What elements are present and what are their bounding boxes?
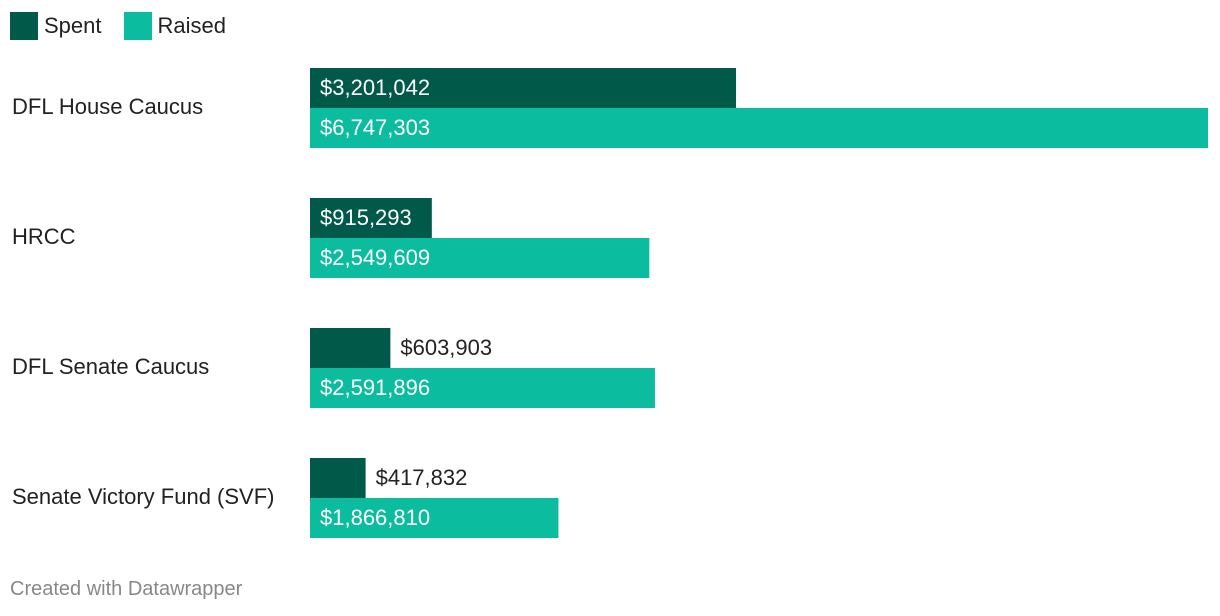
footer-credit: Created with Datawrapper [10,578,243,600]
bar-raised [310,108,1208,148]
legend-label-raised: Raised [157,13,226,38]
category-label: DFL Senate Caucus [12,354,209,379]
legend-item-raised: Raised [123,12,226,40]
bar-raised [310,368,655,408]
data-label-spent: $417,832 [376,465,468,490]
category-label: DFL House Caucus [12,94,203,119]
bar-spent [310,198,432,238]
category-label: Senate Victory Fund (SVF) [12,484,275,509]
data-label-raised: $2,549,609 [320,245,430,270]
legend: Spent Raised [10,12,248,40]
legend-item-spent: Spent [10,12,102,40]
legend-label-spent: Spent [44,13,102,38]
data-label-raised: $2,591,896 [320,375,430,400]
bar-chart: DFL House Caucus $3,201,042 $6,747,303 HRCC… [12,68,1208,538]
data-label-spent: $915,293 [320,205,412,230]
bar-spent [310,328,391,368]
bar-raised [310,238,650,278]
data-label-spent: $603,903 [400,335,492,360]
bar-spent [310,68,737,108]
data-label-spent: $3,201,042 [320,75,430,100]
data-label-raised: $6,747,303 [320,115,430,140]
data-label-raised: $1,866,810 [320,505,430,530]
bar-raised [310,498,559,538]
bar-spent [310,458,366,498]
legend-swatch-spent [10,12,38,40]
category-label: HRCC [12,224,76,249]
legend-swatch-raised [123,12,152,40]
